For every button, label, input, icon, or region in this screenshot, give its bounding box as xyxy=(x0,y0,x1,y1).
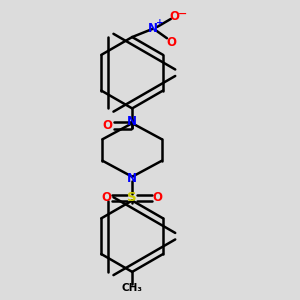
Text: N: N xyxy=(127,115,137,128)
Text: S: S xyxy=(128,191,137,204)
Text: N: N xyxy=(127,172,137,185)
Text: CH₃: CH₃ xyxy=(122,283,143,293)
Text: +: + xyxy=(156,18,163,27)
Text: O: O xyxy=(166,36,176,49)
Text: O: O xyxy=(102,191,112,204)
Text: N: N xyxy=(148,22,158,34)
Text: O: O xyxy=(169,10,179,23)
Text: −: − xyxy=(177,9,187,19)
Text: O: O xyxy=(103,119,113,132)
Text: O: O xyxy=(153,191,163,204)
